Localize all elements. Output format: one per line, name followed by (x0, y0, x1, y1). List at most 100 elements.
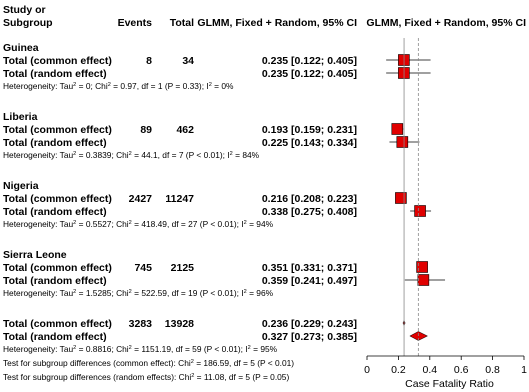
het-text: = 0.8816; Chi (76, 344, 129, 354)
superscript: 2 (191, 373, 194, 379)
x-tick-label: 0.8 (485, 364, 500, 376)
het-text: = 95% (251, 344, 278, 354)
x-tick-label: 1 (521, 364, 527, 376)
subgroup-title: Guinea (3, 42, 39, 54)
subgroup-title: Liberia (3, 111, 38, 123)
het-text: = 522.59, df = 19 (P < 0.01); I (132, 288, 244, 298)
random-effect-label: Total (random effect) (3, 137, 107, 149)
overall-random-ci: 0.327 [0.273; 0.385] (262, 331, 357, 343)
header-subgroup: Subgroup (3, 17, 53, 29)
superscript: 2 (73, 345, 76, 351)
het-text: = 0% (212, 81, 234, 91)
het-text: Heterogeneity: Tau (3, 81, 73, 91)
events-value: 89 (140, 124, 152, 136)
superscript: 2 (73, 220, 76, 226)
het-text: = 0; Chi (76, 81, 108, 91)
ci-value: 0.225 [0.143; 0.334] (262, 137, 357, 149)
superscript: 2 (244, 289, 247, 295)
random-effect-marker (396, 136, 409, 148)
overall-common-label: Total (common effect) (3, 318, 112, 330)
header-total: Total (170, 17, 194, 29)
test-text: = 186.59, df = 5 (P < 0.01) (194, 358, 294, 368)
subgroup-test-random: Test for subgroup differences (random ef… (3, 372, 289, 382)
random-effect-marker (417, 274, 430, 286)
superscript: 2 (248, 345, 251, 351)
x-tick-label: 0.4 (422, 364, 437, 376)
superscript: 2 (129, 345, 132, 351)
events-value: 8 (146, 55, 152, 67)
overall-total-value: 13928 (165, 318, 194, 330)
ci-value: 0.235 [0.122; 0.405] (262, 68, 357, 80)
common-effect-label: Total (common effect) (3, 193, 112, 205)
subgroup-title: Sierra Leone (3, 249, 67, 261)
het-text: = 418.49, df = 27 (P < 0.01); I (132, 219, 244, 229)
ci-value: 0.235 [0.122; 0.405] (262, 55, 357, 67)
het-text: = 96% (247, 288, 274, 298)
ci-value: 0.351 [0.331; 0.371] (262, 262, 357, 274)
overall-common-ci: 0.236 [0.229; 0.243] (262, 318, 357, 330)
test-text: Test for subgroup differences (random ef… (3, 372, 191, 382)
total-value: 11247 (165, 193, 194, 205)
ci-value: 0.193 [0.159; 0.231] (262, 124, 357, 136)
superscript: 2 (73, 82, 76, 88)
het-text: = 0.3839; Chi (76, 150, 129, 160)
ci-value: 0.359 [0.241; 0.497] (262, 275, 357, 287)
superscript: 2 (230, 151, 233, 157)
total-value: 34 (182, 55, 194, 67)
header-events: Events (118, 17, 153, 29)
het-text: = 84% (233, 150, 260, 160)
heterogeneity-line: Heterogeneity: Tau2 = 0.3839; Chi2 = 44.… (3, 150, 260, 160)
overall-heterogeneity-line: Heterogeneity: Tau2 = 0.8816; Chi2 = 115… (3, 344, 278, 354)
random-effect-label: Total (random effect) (3, 206, 107, 218)
superscript: 2 (129, 220, 132, 226)
common-effect-label: Total (common effect) (3, 262, 112, 274)
het-text: = 1151.19, df = 59 (P < 0.01); I (132, 344, 248, 354)
total-value: 462 (176, 124, 194, 136)
superscript: 2 (73, 151, 76, 157)
x-tick-label: 0.6 (454, 364, 469, 376)
random-effect-label: Total (random effect) (3, 275, 107, 287)
test-text: Test for subgroup differences (common ef… (3, 358, 191, 368)
het-text: = 1.5285; Chi (76, 288, 129, 298)
header-study: Study or (3, 4, 46, 16)
header-plot-column: GLMM, Fixed + Random, 95% CI (366, 17, 526, 29)
het-text: Heterogeneity: Tau (3, 344, 73, 354)
het-text: = 44.1, df = 7 (P < 0.01); I (132, 150, 230, 160)
common-effect-marker (416, 261, 428, 273)
superscript: 2 (244, 220, 247, 226)
random-effect-marker (414, 205, 426, 217)
test-text: = 11.08, df = 5 (P = 0.05) (194, 372, 289, 382)
superscript: 2 (129, 289, 132, 295)
het-text: = 0.5527; Chi (76, 219, 129, 229)
heterogeneity-line: Heterogeneity: Tau2 = 1.5285; Chi2 = 522… (3, 288, 274, 298)
superscript: 2 (73, 289, 76, 295)
x-axis-label: Case Fatality Ratio (405, 378, 494, 390)
overall-events-value: 3283 (129, 318, 153, 330)
x-tick-label: 0 (364, 364, 370, 376)
het-text: Heterogeneity: Tau (3, 150, 73, 160)
het-text: = 94% (247, 219, 274, 229)
het-text: Heterogeneity: Tau (3, 219, 73, 229)
overall-random-diamond (409, 331, 429, 341)
events-value: 745 (134, 262, 152, 274)
superscript: 2 (108, 82, 111, 88)
superscript: 2 (209, 82, 212, 88)
common-effect-marker (395, 192, 407, 204)
subgroup-title: Nigeria (3, 180, 39, 192)
common-effect-label: Total (common effect) (3, 55, 112, 67)
het-text: = 0.97, df = 1 (P = 0.33); I (111, 81, 209, 91)
subgroup-test-common: Test for subgroup differences (common ef… (3, 358, 294, 368)
het-text: Heterogeneity: Tau (3, 288, 73, 298)
overall-random-label: Total (random effect) (3, 331, 107, 343)
events-value: 2427 (129, 193, 153, 205)
x-tick-label: 0.2 (391, 364, 406, 376)
superscript: 2 (191, 359, 194, 365)
random-effect-label: Total (random effect) (3, 68, 107, 80)
total-value: 2125 (171, 262, 195, 274)
superscript: 2 (129, 151, 132, 157)
common-effect-label: Total (common effect) (3, 124, 112, 136)
ci-value: 0.216 [0.208; 0.223] (262, 193, 357, 205)
common-effect-marker (391, 123, 404, 135)
heterogeneity-line: Heterogeneity: Tau2 = 0; Chi2 = 0.97, df… (3, 81, 234, 91)
